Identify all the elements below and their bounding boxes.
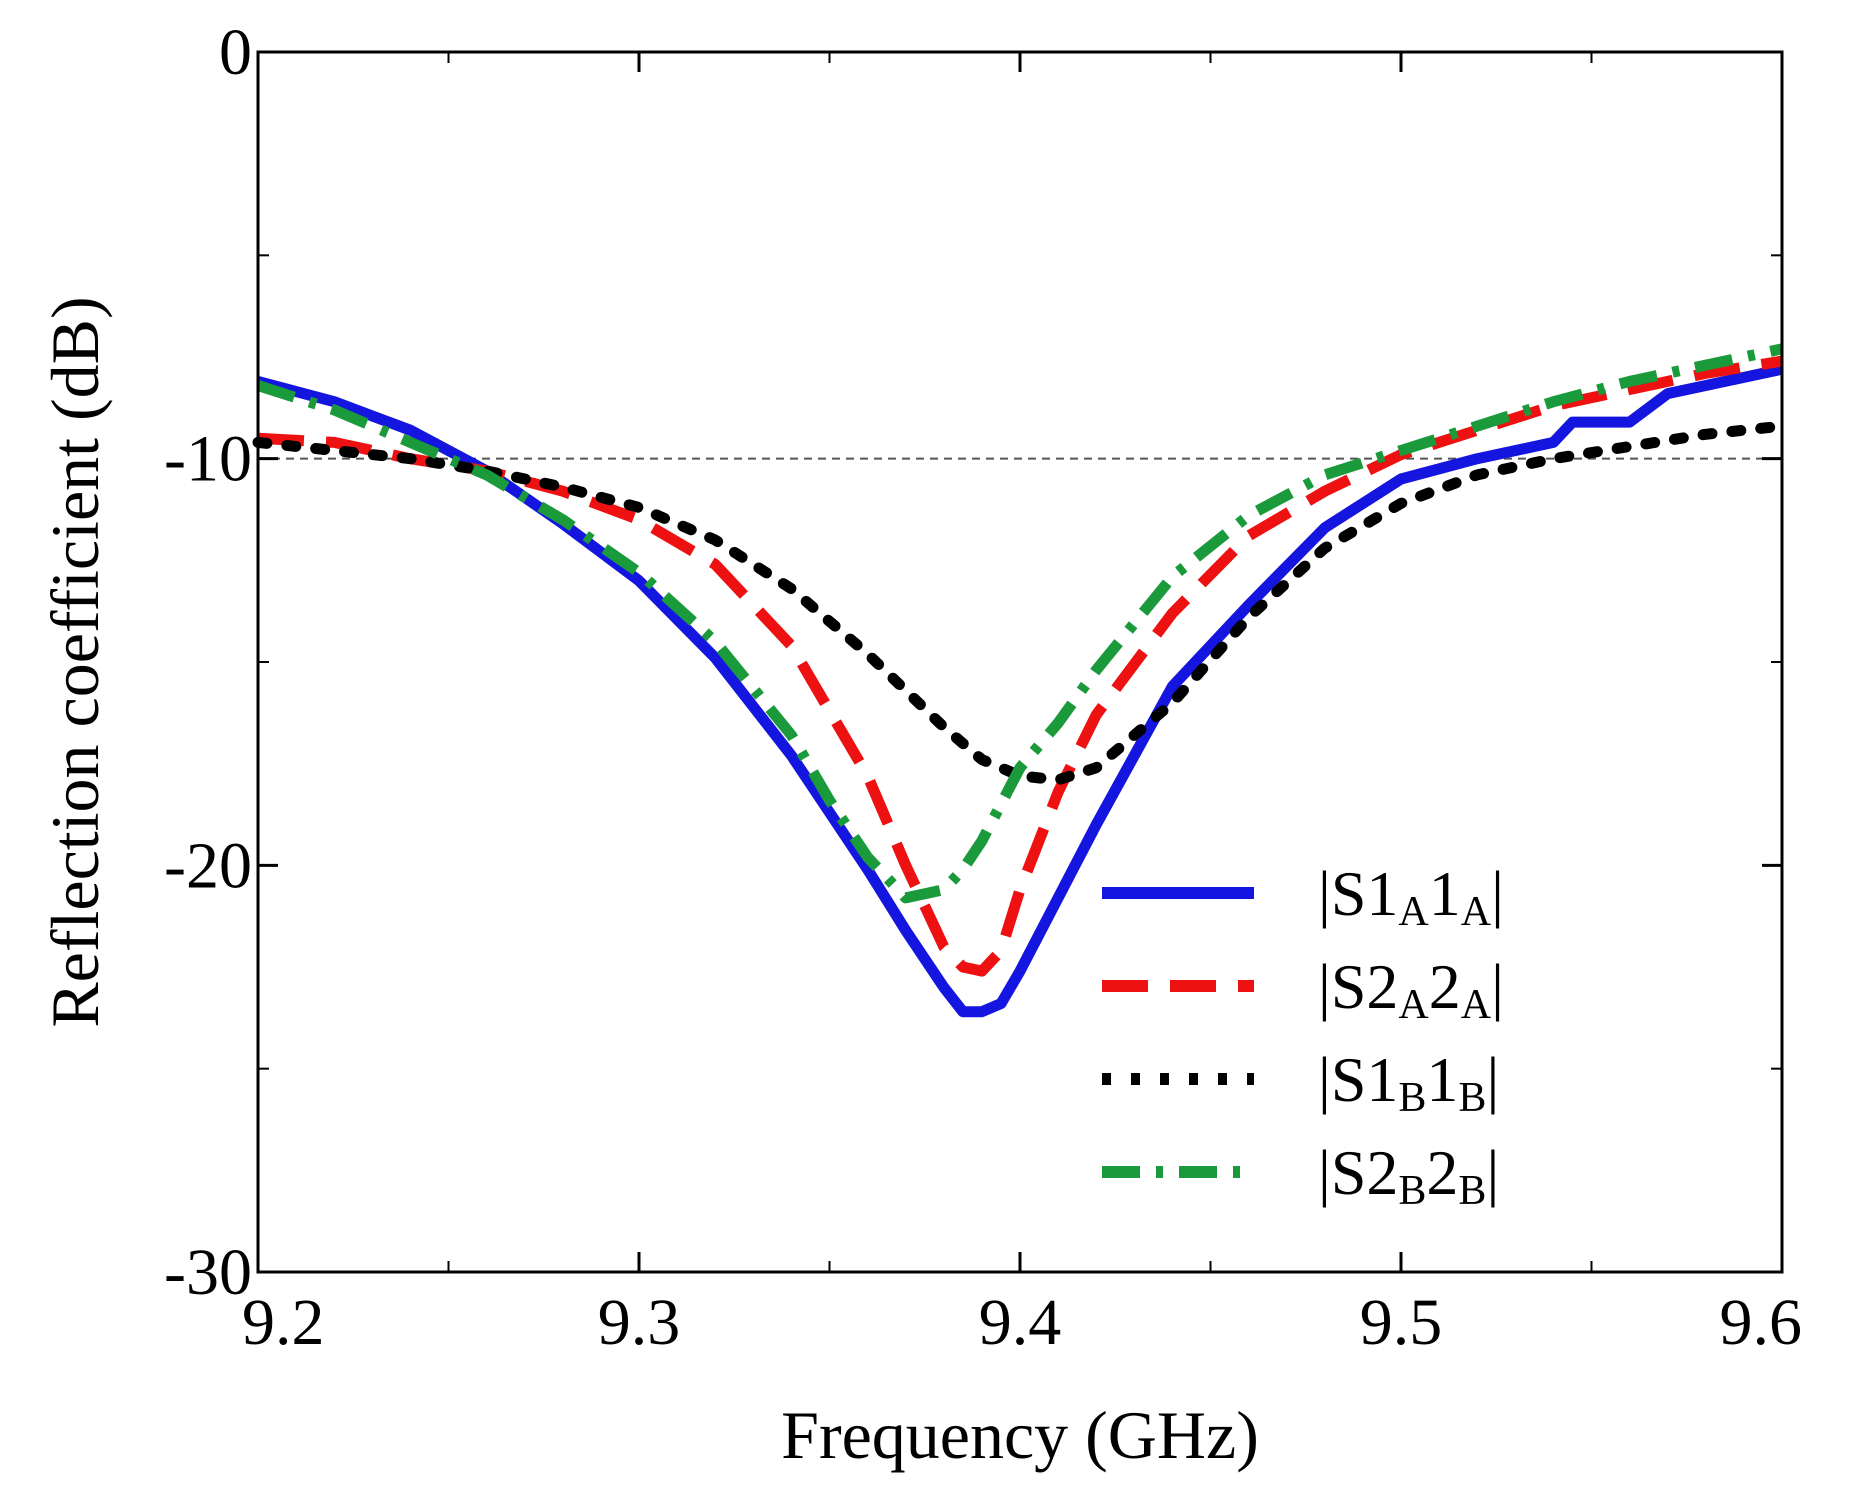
y-tick-label: 0 bbox=[219, 16, 252, 89]
x-tick-label: 9.3 bbox=[598, 1286, 681, 1359]
series-line-2 bbox=[257, 355, 1783, 977]
axis-ticks: 9.2 9.3 9.4 9.5 9.6 0 -10 -20 -30 bbox=[164, 16, 1802, 1359]
series-line-3 bbox=[252, 420, 1788, 786]
y-tick-label: -30 bbox=[164, 1236, 252, 1309]
x-tick-label: 9.5 bbox=[1360, 1286, 1443, 1359]
plot-layer bbox=[252, 343, 1788, 1018]
legend-label-3: |S1B1B| bbox=[1318, 1044, 1499, 1121]
plot-frame bbox=[256, 50, 1784, 1274]
x-axis-title: Frequency (GHz) bbox=[781, 1397, 1259, 1473]
y-axis-title: Reflection coefficient (dB) bbox=[37, 296, 113, 1027]
y-tick-label: -20 bbox=[164, 829, 252, 902]
x-tick-label: 9.2 bbox=[242, 1286, 325, 1359]
legend-label-1: |S1A1A| bbox=[1318, 858, 1504, 935]
legend-label-4: |S2B2B| bbox=[1318, 1137, 1499, 1214]
x-tick-label: 9.4 bbox=[979, 1286, 1062, 1359]
y-tick-label: -10 bbox=[164, 423, 252, 496]
x-tick-label: 9.6 bbox=[1720, 1286, 1803, 1359]
legend-label-2: |S2A2A| bbox=[1318, 951, 1504, 1028]
legend: |S1A1A| |S2A2A| |S1B1B| |S2B2B| bbox=[1102, 858, 1504, 1214]
series-line-4 bbox=[256, 343, 1784, 904]
